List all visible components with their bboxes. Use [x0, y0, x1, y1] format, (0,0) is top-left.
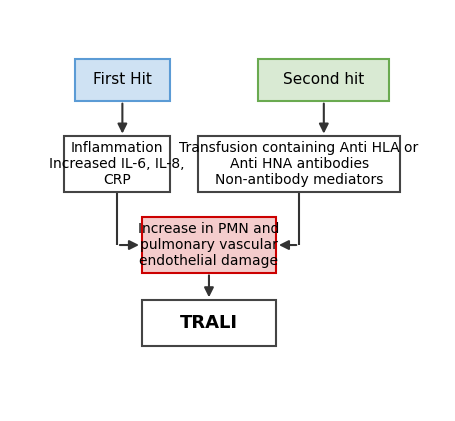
FancyBboxPatch shape — [142, 218, 275, 272]
FancyBboxPatch shape — [64, 136, 170, 192]
FancyBboxPatch shape — [198, 136, 399, 192]
Text: Inflammation
Increased IL-6, IL-8,
CRP: Inflammation Increased IL-6, IL-8, CRP — [49, 141, 184, 187]
FancyBboxPatch shape — [75, 59, 170, 101]
FancyBboxPatch shape — [142, 300, 275, 346]
Text: Transfusion containing Anti HLA or
Anti HNA antibodies
Non-antibody mediators: Transfusion containing Anti HLA or Anti … — [179, 141, 418, 187]
Text: TRALI: TRALI — [180, 314, 238, 332]
Text: First Hit: First Hit — [93, 72, 152, 87]
FancyBboxPatch shape — [258, 59, 389, 101]
Text: Increase in PMN and
pulmonary vascular
endothelial damage: Increase in PMN and pulmonary vascular e… — [138, 222, 279, 268]
Text: Second hit: Second hit — [283, 72, 364, 87]
